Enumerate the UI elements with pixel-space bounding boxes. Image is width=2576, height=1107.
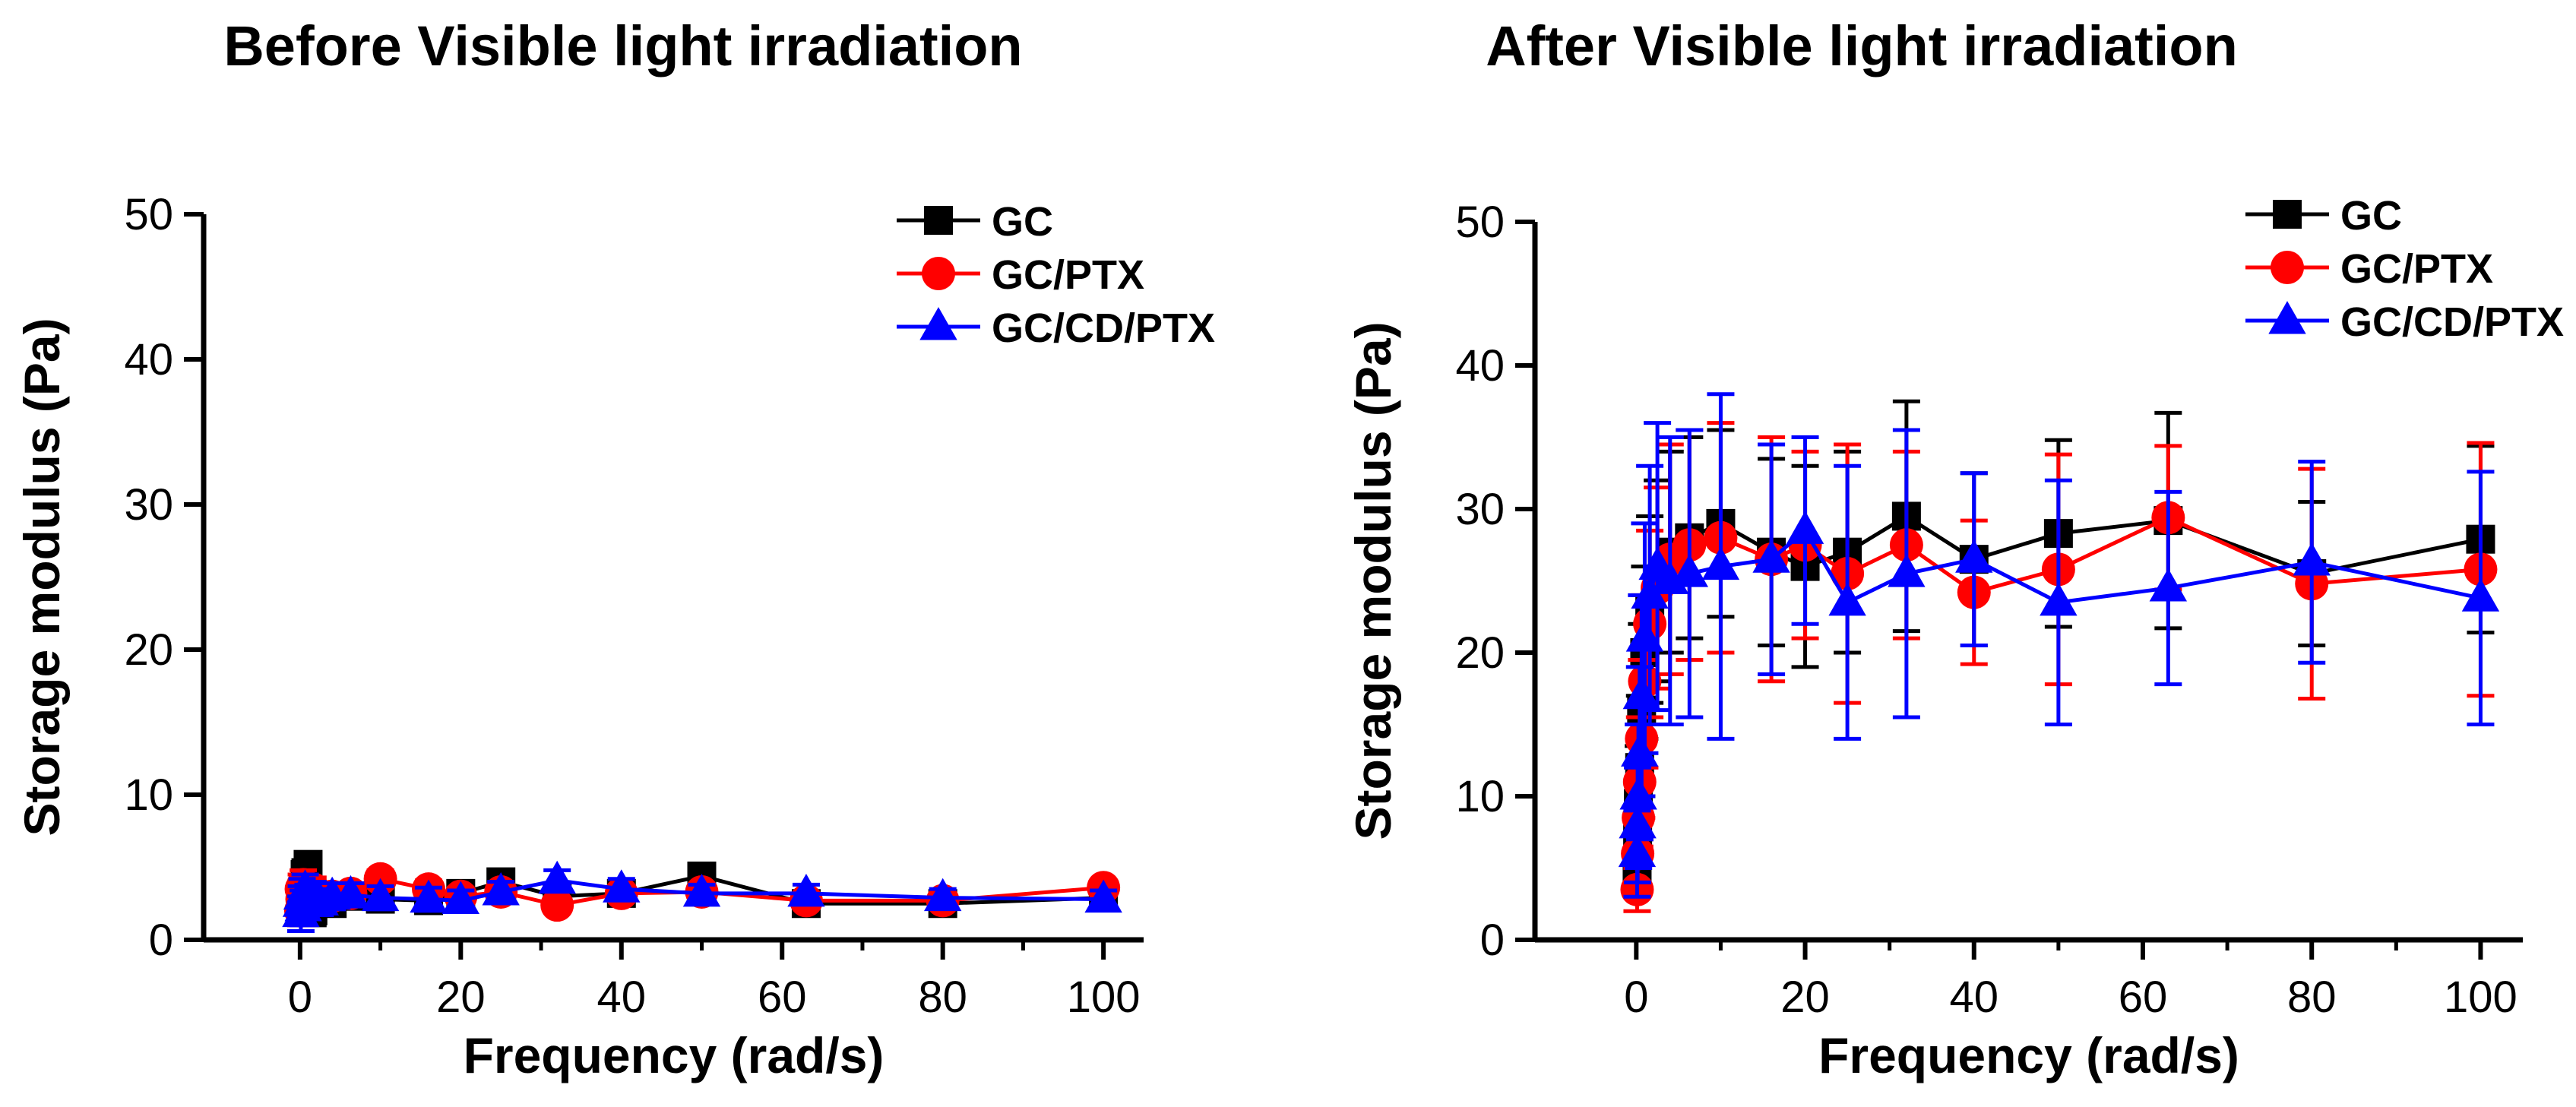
legend-marker [922,257,955,290]
legend-label: GC/PTX [2340,246,2493,292]
data-point [1622,675,1661,710]
data-point [682,873,721,907]
x-tick-label: 0 [288,973,312,1022]
legend-marker [2273,200,2302,229]
data-point [923,878,962,912]
data-point [2040,582,2078,616]
x-tick-label: 60 [2119,973,2168,1022]
y-tick-label: 0 [149,916,173,965]
chart-title: After Visible light irradiation [1486,14,2238,77]
y-tick-label: 0 [1480,916,1505,965]
data-point [441,881,480,914]
y-axis-label: Storage modulus (Pa) [14,318,70,836]
x-tick-label: 20 [436,973,486,1022]
data-point [1618,833,1657,868]
data-point [1625,618,1664,652]
legend: GC GC/PTX GC/CD/PTX [2245,193,2564,345]
series-gc-cd-ptx [1618,392,2500,899]
x-axis-label: Frequency (rad/s) [464,1027,885,1083]
data-point [538,860,576,894]
y-tick-label: 30 [1455,485,1505,534]
y-tick-label: 50 [124,190,173,239]
legend-label: GC [992,199,1053,245]
data-point [410,879,448,913]
data-point [1631,575,1669,609]
data-point [2461,578,2500,612]
y-axis-label: Storage modulus (Pa) [1345,321,1401,840]
data-point [2149,568,2188,602]
data-point [1786,511,1824,544]
x-tick-label: 40 [597,973,647,1022]
data-point [482,872,520,906]
legend-label: GC/PTX [992,252,1144,298]
data-point [1621,733,1659,767]
x-tick-label: 80 [2287,973,2337,1022]
data-point [1084,879,1122,913]
y-tick-label: 30 [124,480,173,530]
x-tick-label: 40 [1950,973,1999,1022]
y-tick-label: 40 [124,335,173,384]
data-point [1619,805,1657,839]
y-tick-label: 10 [1455,772,1505,821]
data-point [331,875,370,909]
y-tick-label: 10 [124,770,173,820]
data-point [2293,542,2331,576]
chart-panel-before: Before Visible light irradiation 0 10 20 30… [14,14,1215,1083]
x-tick-label: 0 [1624,973,1648,1022]
x-tick-label: 100 [2444,973,2517,1022]
legend-label: GC/CD/PTX [992,305,1215,351]
y-tick-label: 40 [1455,341,1505,391]
chart-after-svg: 0 10 20 30 40 50 0 20 40 60 80 100 Frequency (rad/s)… [1345,193,2564,1083]
legend-label: GC [2340,193,2402,239]
data-point [1828,582,1866,616]
data-point [787,873,825,907]
data-point [1888,554,1926,587]
x-tick-label: 20 [1780,973,1830,1022]
chart-panel-after: After Visible light irradiation 0 10 20 30 4… [1288,0,2576,1107]
legend-label: GC/CD/PTX [2340,299,2564,345]
data-point [1670,554,1709,587]
data-point [361,878,400,912]
legend-marker [919,307,957,340]
x-tick-label: 100 [1067,973,1141,1022]
chart-title: Before Visible light irradiation [223,14,1023,77]
x-tick-label: 60 [758,973,807,1022]
data-point [1955,539,1993,573]
data-point [1701,546,1740,580]
y-tick-label: 20 [124,625,173,675]
x-tick-label: 80 [918,973,967,1022]
series-gc-cd-ptx [282,860,1122,934]
legend: GC GC/PTX GC/CD/PTX [897,199,1215,351]
data-point [1752,539,1790,573]
data-point [540,888,574,922]
y-tick-label: 20 [1455,628,1505,678]
chart-before-svg: 0 10 20 30 40 50 0 20 40 60 80 100 Frequency (rad/s)… [14,190,1215,1083]
data-point [1619,776,1657,810]
legend-marker [2271,251,2304,284]
y-tick-label: 50 [1455,198,1505,247]
x-axis-label: Frequency (rad/s) [1818,1027,2239,1083]
legend-marker [924,206,953,235]
data-point [603,869,641,903]
legend-marker [2268,301,2306,334]
